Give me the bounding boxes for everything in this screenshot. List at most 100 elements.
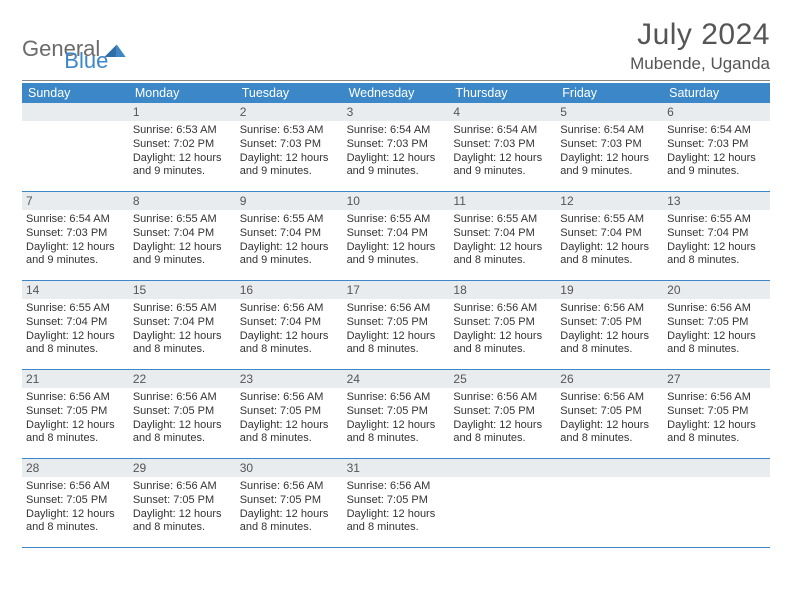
title-block: July 2024 Mubende, Uganda — [630, 18, 770, 74]
day-body: Sunrise: 6:54 AMSunset: 7:03 PMDaylight:… — [449, 121, 556, 182]
day-number: 22 — [129, 370, 236, 388]
day-line: Sunrise: 6:56 AM — [560, 391, 659, 405]
day-number: 31 — [343, 459, 450, 477]
calendar-day: 27Sunrise: 6:56 AMSunset: 7:05 PMDayligh… — [663, 370, 770, 458]
day-body: Sunrise: 6:56 AMSunset: 7:05 PMDaylight:… — [556, 388, 663, 449]
day-line: Sunset: 7:05 PM — [667, 316, 766, 330]
day-line: Daylight: 12 hours and 9 minutes. — [26, 241, 125, 269]
dow-saturday: Saturday — [663, 83, 770, 103]
day-line: Sunset: 7:03 PM — [667, 138, 766, 152]
day-line: Sunrise: 6:55 AM — [133, 213, 232, 227]
calendar-day: 8Sunrise: 6:55 AMSunset: 7:04 PMDaylight… — [129, 192, 236, 280]
day-line: Sunrise: 6:56 AM — [133, 391, 232, 405]
day-number — [449, 459, 556, 477]
day-line: Sunset: 7:05 PM — [453, 316, 552, 330]
day-line: Daylight: 12 hours and 8 minutes. — [560, 241, 659, 269]
day-line: Sunrise: 6:56 AM — [667, 302, 766, 316]
day-line: Daylight: 12 hours and 9 minutes. — [560, 152, 659, 180]
day-line: Sunset: 7:04 PM — [240, 227, 339, 241]
day-body: Sunrise: 6:56 AMSunset: 7:05 PMDaylight:… — [556, 299, 663, 360]
dow-thursday: Thursday — [449, 83, 556, 103]
calendar-day: 21Sunrise: 6:56 AMSunset: 7:05 PMDayligh… — [22, 370, 129, 458]
day-line: Sunrise: 6:56 AM — [26, 480, 125, 494]
calendar-day: 31Sunrise: 6:56 AMSunset: 7:05 PMDayligh… — [343, 459, 450, 547]
day-line: Sunset: 7:05 PM — [26, 494, 125, 508]
day-line: Daylight: 12 hours and 8 minutes. — [453, 419, 552, 447]
day-line: Daylight: 12 hours and 9 minutes. — [347, 241, 446, 269]
day-line: Sunset: 7:03 PM — [240, 138, 339, 152]
calendar-day: 25Sunrise: 6:56 AMSunset: 7:05 PMDayligh… — [449, 370, 556, 458]
day-line: Daylight: 12 hours and 9 minutes. — [347, 152, 446, 180]
day-line: Sunset: 7:05 PM — [240, 494, 339, 508]
day-body: Sunrise: 6:56 AMSunset: 7:05 PMDaylight:… — [343, 299, 450, 360]
day-line: Sunrise: 6:54 AM — [26, 213, 125, 227]
calendar-day: 18Sunrise: 6:56 AMSunset: 7:05 PMDayligh… — [449, 281, 556, 369]
day-line: Daylight: 12 hours and 8 minutes. — [133, 419, 232, 447]
day-body: Sunrise: 6:55 AMSunset: 7:04 PMDaylight:… — [236, 210, 343, 271]
month-title: July 2024 — [630, 18, 770, 52]
day-number: 3 — [343, 103, 450, 121]
day-line: Sunset: 7:04 PM — [667, 227, 766, 241]
day-line: Sunset: 7:04 PM — [560, 227, 659, 241]
day-number: 15 — [129, 281, 236, 299]
day-number: 21 — [22, 370, 129, 388]
day-line: Sunset: 7:03 PM — [26, 227, 125, 241]
day-number — [22, 103, 129, 121]
calendar-week: 21Sunrise: 6:56 AMSunset: 7:05 PMDayligh… — [22, 370, 770, 459]
day-line: Sunset: 7:05 PM — [560, 405, 659, 419]
day-line: Daylight: 12 hours and 9 minutes. — [133, 241, 232, 269]
day-body — [449, 477, 556, 483]
day-number: 4 — [449, 103, 556, 121]
day-line: Sunrise: 6:55 AM — [453, 213, 552, 227]
day-body — [663, 477, 770, 483]
day-line: Sunrise: 6:55 AM — [347, 213, 446, 227]
calendar-day: 10Sunrise: 6:55 AMSunset: 7:04 PMDayligh… — [343, 192, 450, 280]
day-number: 8 — [129, 192, 236, 210]
day-line: Daylight: 12 hours and 8 minutes. — [453, 241, 552, 269]
day-body: Sunrise: 6:55 AMSunset: 7:04 PMDaylight:… — [556, 210, 663, 271]
day-line: Daylight: 12 hours and 8 minutes. — [26, 330, 125, 358]
day-number: 27 — [663, 370, 770, 388]
calendar-grid: Sunday Monday Tuesday Wednesday Thursday… — [22, 83, 770, 548]
day-line: Daylight: 12 hours and 8 minutes. — [347, 419, 446, 447]
calendar-day: 30Sunrise: 6:56 AMSunset: 7:05 PMDayligh… — [236, 459, 343, 547]
day-body: Sunrise: 6:56 AMSunset: 7:05 PMDaylight:… — [129, 388, 236, 449]
day-body: Sunrise: 6:56 AMSunset: 7:05 PMDaylight:… — [449, 299, 556, 360]
calendar-day: 14Sunrise: 6:55 AMSunset: 7:04 PMDayligh… — [22, 281, 129, 369]
day-body — [556, 477, 663, 483]
calendar-day: 12Sunrise: 6:55 AMSunset: 7:04 PMDayligh… — [556, 192, 663, 280]
day-line: Sunrise: 6:56 AM — [240, 302, 339, 316]
day-line: Sunrise: 6:56 AM — [560, 302, 659, 316]
day-line: Daylight: 12 hours and 8 minutes. — [667, 241, 766, 269]
day-body: Sunrise: 6:56 AMSunset: 7:05 PMDaylight:… — [663, 388, 770, 449]
day-number: 1 — [129, 103, 236, 121]
calendar-day: 28Sunrise: 6:56 AMSunset: 7:05 PMDayligh… — [22, 459, 129, 547]
day-number: 16 — [236, 281, 343, 299]
day-number: 25 — [449, 370, 556, 388]
day-body: Sunrise: 6:54 AMSunset: 7:03 PMDaylight:… — [663, 121, 770, 182]
day-number: 30 — [236, 459, 343, 477]
calendar-day: 26Sunrise: 6:56 AMSunset: 7:05 PMDayligh… — [556, 370, 663, 458]
day-body: Sunrise: 6:54 AMSunset: 7:03 PMDaylight:… — [556, 121, 663, 182]
calendar-day: 16Sunrise: 6:56 AMSunset: 7:04 PMDayligh… — [236, 281, 343, 369]
day-line: Sunset: 7:03 PM — [347, 138, 446, 152]
day-body: Sunrise: 6:55 AMSunset: 7:04 PMDaylight:… — [129, 299, 236, 360]
day-line: Sunset: 7:05 PM — [453, 405, 552, 419]
day-line: Sunrise: 6:56 AM — [347, 480, 446, 494]
day-line: Daylight: 12 hours and 8 minutes. — [133, 508, 232, 536]
day-line: Sunrise: 6:55 AM — [26, 302, 125, 316]
day-body: Sunrise: 6:55 AMSunset: 7:04 PMDaylight:… — [22, 299, 129, 360]
day-line: Daylight: 12 hours and 8 minutes. — [453, 330, 552, 358]
day-line: Daylight: 12 hours and 9 minutes. — [133, 152, 232, 180]
calendar-day: 17Sunrise: 6:56 AMSunset: 7:05 PMDayligh… — [343, 281, 450, 369]
day-line: Sunset: 7:05 PM — [560, 316, 659, 330]
day-line: Sunrise: 6:56 AM — [240, 391, 339, 405]
day-body: Sunrise: 6:56 AMSunset: 7:05 PMDaylight:… — [129, 477, 236, 538]
day-number: 12 — [556, 192, 663, 210]
calendar-day — [663, 459, 770, 547]
day-body: Sunrise: 6:56 AMSunset: 7:05 PMDaylight:… — [22, 477, 129, 538]
calendar-day: 15Sunrise: 6:55 AMSunset: 7:04 PMDayligh… — [129, 281, 236, 369]
day-line: Sunrise: 6:54 AM — [347, 124, 446, 138]
day-line: Daylight: 12 hours and 9 minutes. — [667, 152, 766, 180]
day-line: Sunrise: 6:56 AM — [347, 391, 446, 405]
